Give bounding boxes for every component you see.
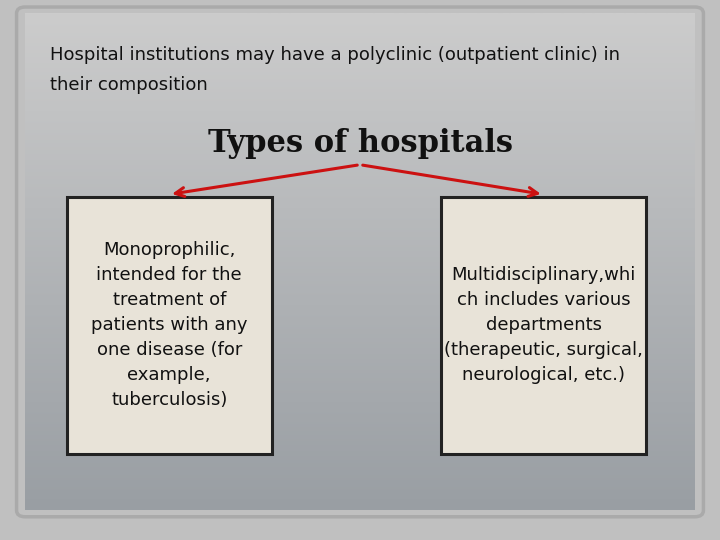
FancyBboxPatch shape <box>441 197 647 454</box>
Text: Monoprophilic,
intended for the
treatment of
patients with any
one disease (for
: Monoprophilic, intended for the treatmen… <box>91 241 248 409</box>
Text: Multidisciplinary,whi
ch includes various
departments
(therapeutic, surgical,
ne: Multidisciplinary,whi ch includes variou… <box>444 266 643 384</box>
Text: Types of hospitals: Types of hospitals <box>207 127 513 159</box>
Text: Hospital institutions may have a polyclinic (outpatient clinic) in: Hospital institutions may have a polycli… <box>50 46 621 64</box>
Text: their composition: their composition <box>50 76 208 93</box>
FancyBboxPatch shape <box>66 197 271 454</box>
